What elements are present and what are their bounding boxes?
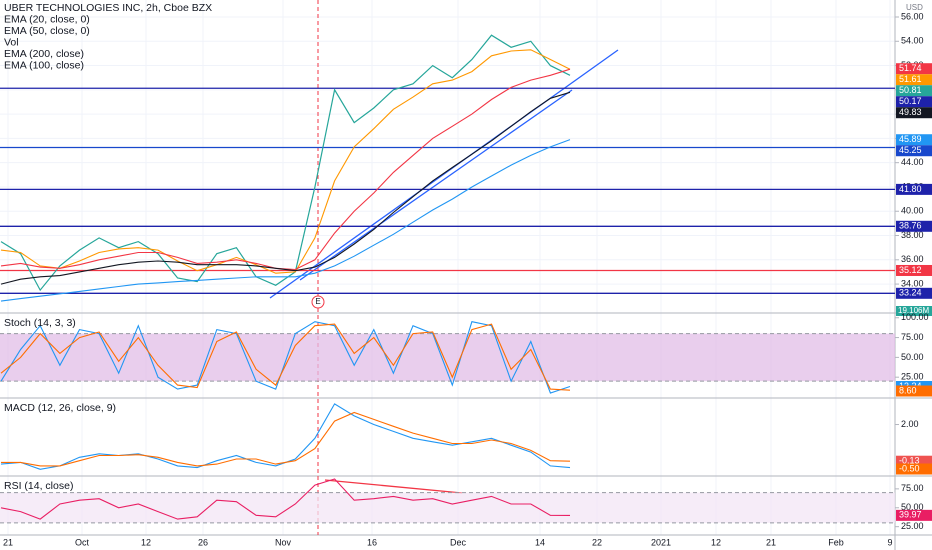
y-tick-label: 40.00 <box>901 206 924 216</box>
price-label-box <box>896 74 932 86</box>
price-label-box <box>896 509 932 521</box>
legend-entry: Vol <box>4 36 19 48</box>
panel-title: MACD (12, 26, close, 9) <box>4 402 116 414</box>
price-label-box <box>896 385 932 397</box>
series-line <box>0 478 571 520</box>
chart-title: UBER TECHNOLOGIES INC, 2h, Cboe BZX <box>4 2 212 14</box>
price-label: 39.97 <box>899 510 922 520</box>
legend-entry: EMA (20, close, 0) <box>4 13 90 25</box>
x-tick-label: 21 <box>3 537 13 547</box>
trendline[interactable] <box>299 89 573 281</box>
x-tick-label: 9 <box>887 537 892 547</box>
price-line <box>0 34 571 292</box>
x-tick-label: 12 <box>141 537 151 547</box>
series-line <box>0 68 571 271</box>
x-tick-label: 12 <box>711 537 721 547</box>
price-label: -0.13 <box>899 456 920 466</box>
y-tick-label: 34.00 <box>901 278 924 288</box>
legend-entry: EMA (50, close, 0) <box>4 25 90 37</box>
earnings-icon[interactable] <box>311 295 325 309</box>
price-label: 41.80 <box>899 184 922 194</box>
series-line <box>0 139 571 302</box>
y-tick-label: 38.00 <box>901 230 924 240</box>
volume-label: 19.106M <box>898 306 929 315</box>
price-label: 50.17 <box>899 96 922 106</box>
panel-title: RSI (14, close) <box>4 480 73 492</box>
trendline[interactable] <box>269 49 619 299</box>
price-label: 51.74 <box>899 63 922 73</box>
price-label: -0.50 <box>899 463 920 473</box>
x-tick-label: Nov <box>275 537 292 547</box>
grid <box>0 0 895 535</box>
x-tick-label: 2021 <box>651 537 671 547</box>
x-tick-label: Oct <box>75 537 90 547</box>
price-label: 8.60 <box>899 385 917 395</box>
price-label: 45.25 <box>899 145 922 155</box>
price-label-box <box>896 134 932 146</box>
y-tick-label: 25.00 <box>901 372 924 382</box>
rsi-divergence[interactable] <box>324 479 463 494</box>
band <box>0 492 895 523</box>
price-label-box <box>896 63 932 75</box>
price-label: 51.61 <box>899 74 922 84</box>
price-label-box <box>896 220 932 232</box>
price-label: 35.12 <box>899 265 922 275</box>
legend-entry: EMA (200, close) <box>4 48 84 60</box>
x-tick-label: Dec <box>450 537 467 547</box>
price-label-box <box>896 183 932 195</box>
y-tick-label: 25.00 <box>901 521 924 531</box>
price-label-box <box>896 85 932 97</box>
legend-entry: EMA (100, close) <box>4 59 84 71</box>
y-tick-label: 36.00 <box>901 254 924 264</box>
x-tick-label: 16 <box>367 537 377 547</box>
price-label-box <box>896 287 932 299</box>
y-tick-label: 75.00 <box>901 483 924 493</box>
price-label-box <box>896 463 932 475</box>
panel-title: Stoch (14, 3, 3) <box>4 317 76 329</box>
earnings-letter: E <box>315 297 320 306</box>
price-label-box <box>896 145 932 157</box>
price-label: 49.83 <box>899 107 922 117</box>
y-tick-label: 75.00 <box>901 332 924 342</box>
y-tick-label: 54.00 <box>901 36 924 46</box>
price-label-box <box>896 96 932 108</box>
price-label: 45.89 <box>899 134 922 144</box>
price-label-box <box>896 455 932 467</box>
price-label: 50.81 <box>899 85 922 95</box>
price-label: 38.76 <box>899 221 922 231</box>
x-tick-label: Feb <box>828 537 844 547</box>
price-label: 33.24 <box>899 288 922 298</box>
y-tick-label: 50.00 <box>901 352 924 362</box>
x-tick-label: 22 <box>592 537 602 547</box>
series-line <box>0 91 571 285</box>
y-tick-label: 50.00 <box>901 502 924 512</box>
x-tick-label: 14 <box>535 537 545 547</box>
x-tick-label: 26 <box>198 537 208 547</box>
y-tick-label: 44.00 <box>901 157 924 167</box>
series-line <box>0 49 571 274</box>
volume-label-box <box>896 306 932 316</box>
y-tick-label: 100.00 <box>901 312 929 322</box>
currency: USD <box>906 3 923 12</box>
series-line <box>1 411 571 467</box>
series-line <box>0 323 571 391</box>
price-label-box <box>896 264 932 276</box>
y-tick-label: 2.00 <box>901 419 919 429</box>
price-label-box <box>896 107 932 119</box>
y-tick-label: 56.00 <box>901 11 924 21</box>
x-tick-label: 21 <box>766 537 776 547</box>
